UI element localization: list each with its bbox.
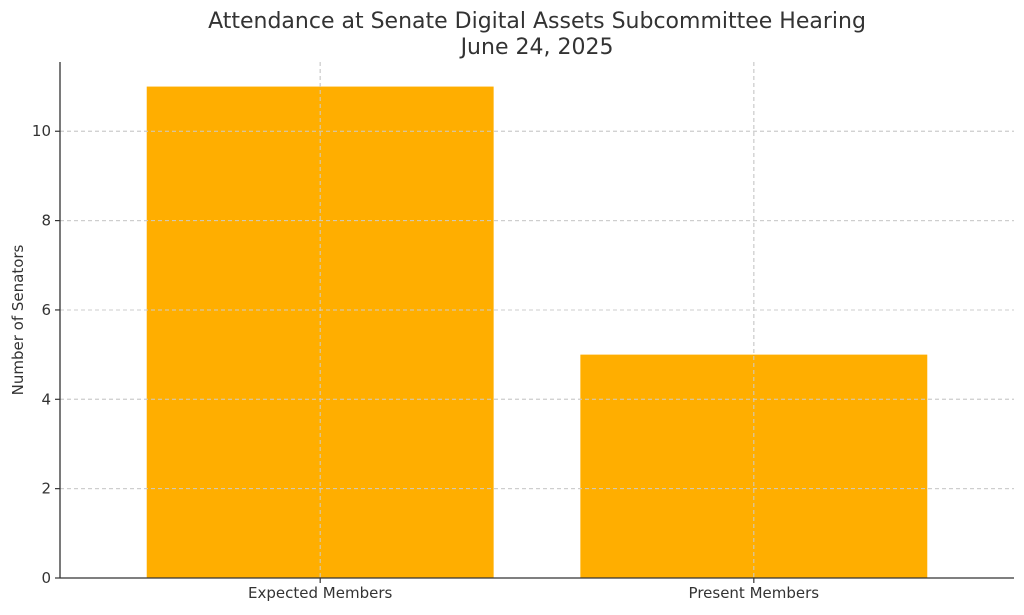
y-axis-label: Number of Senators [9,244,27,395]
chart-subtitle: June 24, 2025 [459,35,614,60]
x-tick-label: Expected Members [248,584,392,602]
y-tick-label: 2 [41,480,51,498]
y-tick-label: 4 [41,390,51,408]
y-tick-label: 8 [41,212,51,230]
chart-title: Attendance at Senate Digital Assets Subc… [208,9,866,34]
y-tick-label: 10 [32,122,51,140]
bar-present-members [580,354,928,578]
y-axis-ticks: 0 2 4 6 8 10 [32,122,60,587]
bars [60,62,1014,579]
x-tick-label: Present Members [689,584,820,602]
axes [59,62,1014,579]
y-tick-label: 6 [41,301,51,319]
x-axis-ticks: Expected Members Present Members [248,578,819,602]
y-tick-label: 0 [41,569,51,587]
